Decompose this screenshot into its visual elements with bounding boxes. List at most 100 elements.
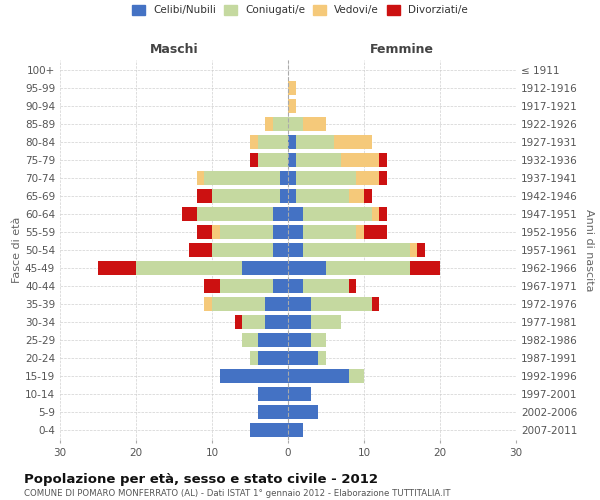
Bar: [288, 405, 319, 419]
Bar: [212, 189, 280, 203]
Bar: [288, 243, 303, 257]
Bar: [205, 279, 220, 293]
Bar: [205, 171, 280, 185]
Bar: [257, 135, 288, 149]
Bar: [197, 171, 205, 185]
Bar: [296, 153, 341, 167]
Bar: [273, 243, 288, 257]
Bar: [417, 243, 425, 257]
Bar: [288, 189, 296, 203]
Bar: [280, 171, 288, 185]
Bar: [220, 225, 273, 239]
Bar: [288, 279, 303, 293]
Bar: [220, 279, 273, 293]
Bar: [303, 243, 410, 257]
Bar: [349, 369, 364, 383]
Bar: [257, 351, 288, 365]
Bar: [250, 135, 257, 149]
Bar: [273, 225, 288, 239]
Bar: [273, 207, 288, 221]
Text: Femmine: Femmine: [370, 43, 434, 56]
Bar: [288, 135, 296, 149]
Text: COMUNE DI POMARO MONFERRATO (AL) - Dati ISTAT 1° gennaio 2012 - Elaborazione TUT: COMUNE DI POMARO MONFERRATO (AL) - Dati …: [24, 489, 451, 498]
Bar: [296, 171, 356, 185]
Text: Maschi: Maschi: [149, 43, 199, 56]
Bar: [250, 423, 288, 437]
Bar: [364, 189, 371, 203]
Bar: [212, 225, 220, 239]
Bar: [341, 153, 379, 167]
Bar: [257, 153, 288, 167]
Bar: [303, 279, 349, 293]
Bar: [242, 333, 257, 347]
Bar: [220, 369, 288, 383]
Bar: [311, 315, 341, 329]
Bar: [288, 333, 311, 347]
Bar: [379, 207, 387, 221]
Bar: [356, 225, 364, 239]
Bar: [98, 261, 136, 275]
Bar: [242, 261, 288, 275]
Bar: [273, 117, 288, 131]
Bar: [371, 207, 379, 221]
Bar: [303, 225, 356, 239]
Bar: [288, 261, 326, 275]
Bar: [311, 333, 326, 347]
Bar: [257, 333, 288, 347]
Bar: [250, 351, 257, 365]
Bar: [349, 279, 356, 293]
Bar: [288, 207, 303, 221]
Bar: [280, 189, 288, 203]
Bar: [257, 387, 288, 401]
Bar: [189, 243, 212, 257]
Bar: [288, 297, 311, 311]
Bar: [410, 243, 417, 257]
Bar: [273, 279, 288, 293]
Bar: [319, 351, 326, 365]
Y-axis label: Fasce di età: Fasce di età: [12, 217, 22, 283]
Bar: [288, 315, 311, 329]
Bar: [334, 135, 371, 149]
Bar: [197, 207, 273, 221]
Bar: [212, 297, 265, 311]
Bar: [182, 207, 197, 221]
Legend: Celibi/Nubili, Coniugati/e, Vedovi/e, Divorziati/e: Celibi/Nubili, Coniugati/e, Vedovi/e, Di…: [132, 5, 468, 15]
Bar: [288, 153, 296, 167]
Bar: [303, 117, 326, 131]
Bar: [205, 297, 212, 311]
Text: Popolazione per età, sesso e stato civile - 2012: Popolazione per età, sesso e stato civil…: [24, 472, 378, 486]
Bar: [364, 225, 387, 239]
Bar: [356, 171, 379, 185]
Bar: [303, 207, 371, 221]
Bar: [136, 261, 242, 275]
Bar: [265, 297, 288, 311]
Bar: [288, 225, 303, 239]
Bar: [288, 369, 349, 383]
Bar: [250, 153, 257, 167]
Bar: [265, 315, 288, 329]
Bar: [311, 297, 371, 311]
Bar: [212, 243, 273, 257]
Bar: [379, 153, 387, 167]
Bar: [197, 189, 212, 203]
Bar: [288, 351, 319, 365]
Bar: [288, 423, 303, 437]
Bar: [296, 189, 349, 203]
Bar: [326, 261, 410, 275]
Bar: [242, 315, 265, 329]
Bar: [296, 135, 334, 149]
Bar: [235, 315, 242, 329]
Bar: [379, 171, 387, 185]
Bar: [197, 225, 212, 239]
Bar: [410, 261, 440, 275]
Bar: [288, 99, 296, 113]
Bar: [371, 297, 379, 311]
Bar: [288, 171, 296, 185]
Bar: [288, 387, 311, 401]
Bar: [288, 117, 303, 131]
Bar: [265, 117, 273, 131]
Bar: [349, 189, 364, 203]
Bar: [257, 405, 288, 419]
Y-axis label: Anni di nascita: Anni di nascita: [584, 209, 594, 291]
Bar: [288, 81, 296, 95]
